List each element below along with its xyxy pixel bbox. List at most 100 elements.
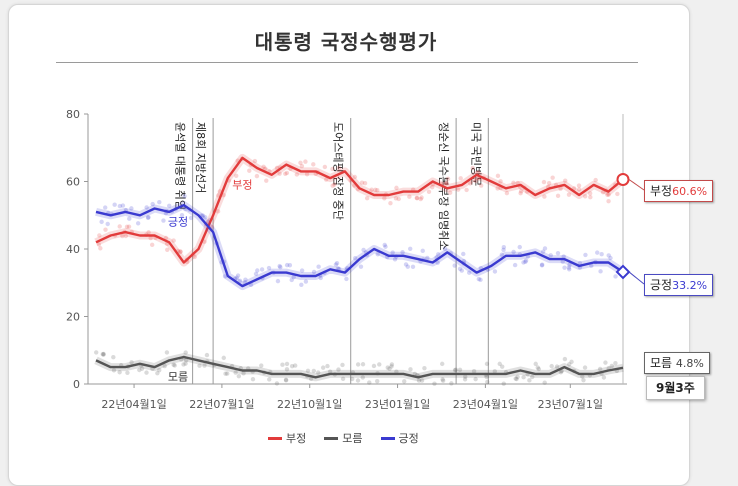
end-connector-pos xyxy=(628,271,645,285)
scatter-point-pos xyxy=(105,221,110,227)
scatter-point-unk xyxy=(377,362,382,367)
event-label-0: 윤석열 대통령 취임 xyxy=(174,122,187,210)
scatter-point-neg xyxy=(375,188,380,193)
scatter-point-neg xyxy=(407,194,412,199)
scatter-point-pos xyxy=(566,265,572,270)
scatter-point-unk xyxy=(484,374,489,380)
scatter-point-unk xyxy=(449,381,454,386)
scatter-point-pos xyxy=(353,256,358,261)
scatter-point-neg xyxy=(123,233,129,239)
end-label-neg-value: 60.6% xyxy=(672,185,708,198)
scatter-point-unk xyxy=(283,378,289,383)
scatter-point-unk xyxy=(533,361,538,367)
scatter-point-unk xyxy=(350,376,355,382)
scatter-point-unk xyxy=(609,363,615,369)
y-tick-label-2: 40 xyxy=(66,243,80,256)
scatter-point-pos xyxy=(129,206,134,211)
scatter-point-unk xyxy=(289,363,295,369)
scatter-point-unk xyxy=(473,376,478,382)
scatter-point-neg xyxy=(550,175,555,180)
end-label-neg: 부정60.6% xyxy=(644,180,714,202)
scatter-point-neg xyxy=(606,199,611,204)
scatter-point-pos xyxy=(311,269,317,275)
scatter-point-neg xyxy=(414,195,420,201)
scatter-point-neg xyxy=(419,195,424,200)
scatter-point-pos xyxy=(499,252,505,257)
scatter-point-neg xyxy=(558,186,563,191)
legend-item-pos[interactable]: 긍정 xyxy=(380,430,419,446)
scatter-point-pos xyxy=(548,253,553,258)
scatter-point-neg xyxy=(362,181,368,186)
scatter-point-neg xyxy=(254,173,260,179)
scatter-point-unk xyxy=(101,352,106,357)
scatter-point-pos xyxy=(383,244,388,249)
scatter-point-pos xyxy=(146,215,151,220)
scatter-point-pos xyxy=(452,263,457,268)
scatter-point-unk xyxy=(315,370,321,375)
scatter-point-pos xyxy=(567,262,572,268)
scatter-point-unk xyxy=(554,364,560,369)
scatter-point-unk xyxy=(462,377,468,382)
scatter-point-neg xyxy=(518,189,524,194)
scatter-point-unk xyxy=(515,374,520,380)
scatter-point-pos xyxy=(599,251,604,257)
scatter-point-unk xyxy=(204,352,210,358)
scatter-point-pos xyxy=(567,267,572,272)
scatter-point-unk xyxy=(94,350,99,355)
scatter-point-unk xyxy=(549,363,554,369)
scatter-point-pos xyxy=(234,275,239,280)
scatter-point-unk xyxy=(181,362,186,367)
line-chart: 0 20 40 60 80 22년04월1일 22년07월1일 22년10월1일 23년01월1… xyxy=(66,108,645,411)
scatter-point-neg xyxy=(615,191,620,197)
scatter-point-unk xyxy=(236,373,242,379)
legend-item-neg[interactable]: 부정 xyxy=(268,430,306,446)
scatter-point-pos xyxy=(608,255,613,261)
scatter-point-unk xyxy=(408,367,413,372)
scatter-point-unk xyxy=(320,365,326,370)
scatter-point-neg xyxy=(495,173,501,179)
scatter-point-unk xyxy=(183,350,188,355)
scatter-point-pos xyxy=(492,269,498,274)
scatter-point-unk xyxy=(580,374,585,379)
end-label-unk-name: 모름 xyxy=(650,356,673,370)
scatter-point-neg xyxy=(146,230,151,235)
scatter-point-neg xyxy=(148,235,153,241)
scatter-point-pos xyxy=(167,203,172,209)
scatter-point-pos xyxy=(511,249,516,255)
scatter-point-neg xyxy=(518,191,523,196)
scatter-point-pos xyxy=(135,221,141,226)
scatter-point-neg xyxy=(263,166,268,171)
x-tick-label-5: 23년07월1일 xyxy=(538,397,603,411)
scatter-point-unk xyxy=(197,363,202,368)
legend-swatch-unk xyxy=(324,436,339,440)
scatter-point-neg xyxy=(283,171,288,176)
scatter-point-neg xyxy=(299,163,305,169)
scatter-point-unk xyxy=(139,366,145,371)
scatter-point-neg xyxy=(444,180,450,186)
scatter-point-pos xyxy=(403,262,409,267)
scatter-point-neg xyxy=(192,254,197,260)
scatter-point-neg xyxy=(252,158,258,164)
scatter-point-neg xyxy=(606,192,611,197)
chart-legend: 부정 모름 긍정 xyxy=(268,430,419,446)
scatter-point-pos xyxy=(512,262,518,268)
scatter-point-neg xyxy=(495,186,500,191)
scatter-point-neg xyxy=(443,181,449,186)
scatter-point-unk xyxy=(355,362,361,367)
scatter-point-unk xyxy=(375,378,380,384)
scatter-point-pos xyxy=(560,259,565,264)
scatter-point-pos xyxy=(562,265,567,270)
scatter-point-neg xyxy=(504,190,510,196)
scatter-point-neg xyxy=(234,173,239,179)
scatter-point-pos xyxy=(266,265,272,271)
scatter-point-neg xyxy=(394,185,399,191)
x-tick-label-3: 23년01월1일 xyxy=(365,397,430,411)
scatter-point-pos xyxy=(540,249,546,254)
series-label-unk: 모름 xyxy=(168,371,188,384)
scatter-point-unk xyxy=(340,376,346,381)
scatter-point-neg xyxy=(149,242,155,248)
scatter-point-neg xyxy=(511,180,516,186)
scatter-point-unk xyxy=(100,351,105,357)
legend-item-unk[interactable]: 모름 xyxy=(324,430,363,446)
scatter-point-unk xyxy=(453,367,458,372)
